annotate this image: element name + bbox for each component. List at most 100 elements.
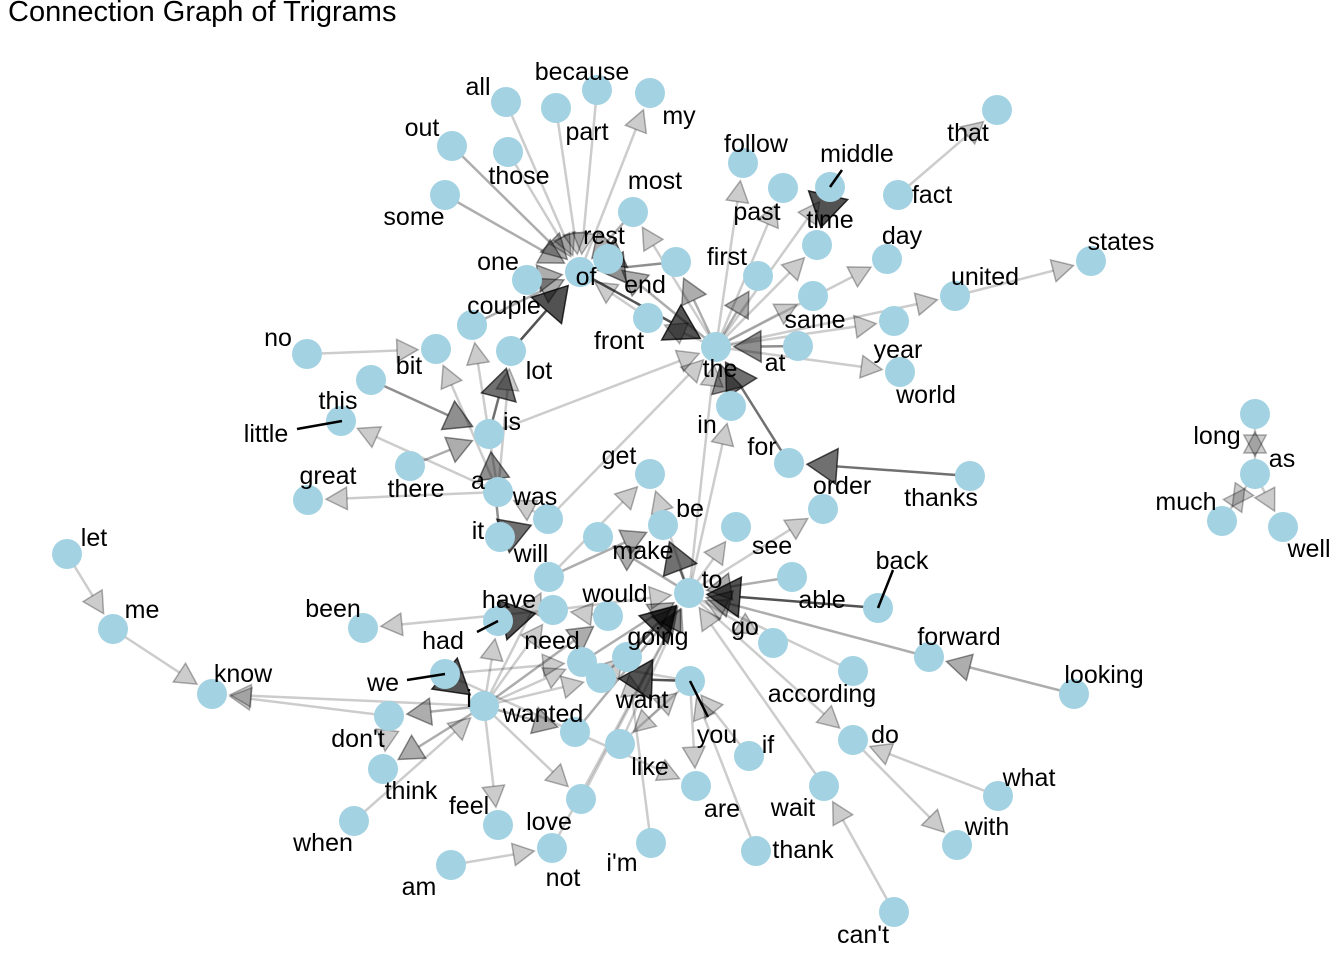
node-label-get: get xyxy=(602,442,637,470)
edge-arrowhead xyxy=(564,625,595,653)
node-in xyxy=(716,391,746,421)
node-that xyxy=(982,95,1012,125)
node-label-great: great xyxy=(300,462,357,490)
edge-line xyxy=(897,134,969,196)
edge-back-to-to xyxy=(705,575,879,619)
node-thank xyxy=(741,836,771,866)
edge-line xyxy=(688,528,791,595)
edge-line xyxy=(504,101,566,237)
edge-arrowhead xyxy=(679,358,705,385)
edge-arrowhead xyxy=(650,605,679,636)
edge-arrowhead xyxy=(494,367,520,392)
node-label-do: do xyxy=(871,721,899,749)
node-i xyxy=(469,691,499,721)
edge-line xyxy=(582,89,599,234)
node-if xyxy=(734,741,764,771)
node-label-been: been xyxy=(305,595,361,623)
node-label-like: like xyxy=(631,753,669,781)
edge-arrowhead xyxy=(612,545,643,572)
node-my xyxy=(635,78,665,108)
node-i-m xyxy=(636,828,666,858)
edge-arrowhead xyxy=(641,225,665,253)
node-much xyxy=(1207,506,1237,536)
node-time xyxy=(802,230,832,260)
node-of xyxy=(565,257,595,287)
node-label-is: is xyxy=(503,408,521,436)
node-follow xyxy=(728,148,758,178)
node-have xyxy=(538,595,568,625)
edge-arrowhead xyxy=(479,637,504,663)
edge-line xyxy=(687,385,713,594)
node-long xyxy=(1240,399,1270,429)
edge-to-to-the xyxy=(687,363,725,594)
node-label-at: at xyxy=(765,349,786,377)
edge-arrowhead xyxy=(540,666,568,690)
edge-arrowhead xyxy=(443,436,474,464)
edge-arrowhead xyxy=(440,399,474,431)
node-part xyxy=(541,93,571,123)
edge-line xyxy=(547,374,690,520)
node-label-some: some xyxy=(383,203,444,231)
node-label-bit: bit xyxy=(396,352,422,380)
node-label-couple: couple xyxy=(467,292,541,320)
edge-wait-to-to xyxy=(698,606,826,787)
node-couple xyxy=(457,310,487,340)
edge-line xyxy=(250,697,390,718)
edge-line xyxy=(841,819,896,913)
edge-is-to-the xyxy=(488,349,701,436)
label-leader-back xyxy=(876,569,895,609)
edge-arrowhead xyxy=(620,269,651,298)
edge-line xyxy=(483,639,575,708)
node-label-thanks: thanks xyxy=(904,484,978,512)
edge-line xyxy=(687,443,724,594)
edge-arrowhead xyxy=(535,238,566,264)
node-label-i-m: i'm xyxy=(606,849,637,877)
edge-arrowhead xyxy=(571,231,597,256)
node-a xyxy=(483,477,513,507)
edge-the-to-past xyxy=(714,203,780,348)
edge-thanks-to-for xyxy=(805,447,971,486)
node-label-middle: middle xyxy=(820,140,894,168)
node-don-t xyxy=(374,701,404,731)
edge-arrowhead xyxy=(913,292,939,317)
edge-line xyxy=(715,275,853,349)
edge-arrowhead xyxy=(519,623,544,650)
node-are xyxy=(681,771,711,801)
node-world xyxy=(885,357,915,387)
node-label-world: world xyxy=(895,381,956,409)
edge-arrowhead xyxy=(613,485,639,512)
node-label-back: back xyxy=(876,547,929,575)
edge-arrowhead xyxy=(661,607,684,635)
edge-to-to-do xyxy=(688,592,841,730)
edge-arrowhead xyxy=(1242,430,1268,454)
edge-arrowhead xyxy=(1049,258,1076,283)
edge-line xyxy=(483,705,554,773)
edge-arrowhead xyxy=(858,354,884,379)
node-label-in: in xyxy=(697,411,716,439)
node-label-all: all xyxy=(465,73,490,101)
edge-arrowhead xyxy=(171,661,199,685)
node-label-what: what xyxy=(1002,764,1056,792)
node-think xyxy=(368,754,398,784)
node-label-see: see xyxy=(752,532,792,560)
node-am xyxy=(436,850,466,880)
node-label-had: had xyxy=(422,627,464,655)
node-past xyxy=(768,173,798,203)
node-out xyxy=(437,131,467,161)
edge-arrowhead xyxy=(395,338,420,363)
node-make xyxy=(583,522,613,552)
edge-arrowhead xyxy=(645,601,676,629)
edge-don-t-to-know xyxy=(228,686,390,718)
edge-line xyxy=(688,592,825,715)
edge-is-to-lot xyxy=(480,366,517,435)
edge-i-to-would xyxy=(483,625,595,708)
edge-arrowhead xyxy=(529,284,570,326)
node-label-love: love xyxy=(526,808,572,836)
edge-arrowhead xyxy=(445,716,472,742)
edge-arrowhead xyxy=(512,499,539,522)
edge-a-to-lot xyxy=(494,367,520,493)
node-label-much: much xyxy=(1155,488,1216,516)
node-label-feel: feel xyxy=(449,792,489,820)
node-label-will: will xyxy=(513,540,549,568)
